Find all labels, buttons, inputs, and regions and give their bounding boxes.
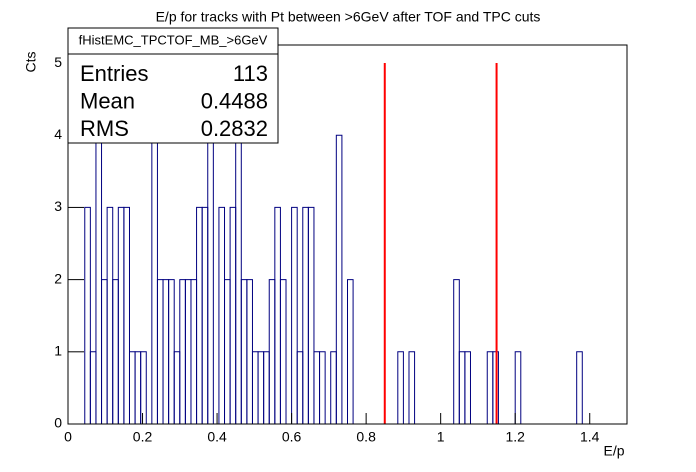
y-tick-label: 1 <box>54 343 62 359</box>
stats-label: Mean <box>80 88 135 113</box>
histogram-bin <box>84 206 91 424</box>
histogram-bin <box>140 351 147 424</box>
y-tick-label: 4 <box>54 126 62 142</box>
x-tick-label: 1.2 <box>505 429 525 445</box>
histogram-bin <box>408 351 416 424</box>
stats-label: RMS <box>80 116 129 141</box>
stats-value: 0.4488 <box>201 88 268 113</box>
histogram-bin <box>291 206 298 424</box>
x-tick-label: 0.6 <box>282 429 302 445</box>
histogram-bin <box>397 351 404 424</box>
x-tick-label: 0 <box>64 429 72 445</box>
histogram-bin <box>464 351 471 424</box>
histogram-bin <box>347 279 354 424</box>
y-tick-label: 3 <box>54 198 62 214</box>
histogram-bin <box>319 351 326 424</box>
stats-name: fHistEMC_TPCTOF_MB_>6GeV <box>79 32 268 47</box>
chart-title: E/p for tracks with Pt between >6GeV aft… <box>156 9 541 25</box>
stats-box <box>67 27 279 144</box>
y-tick-label: 2 <box>54 270 62 286</box>
x-tick-label: 1.4 <box>580 429 600 445</box>
x-tick-label: 0.2 <box>133 429 153 445</box>
y-axis-label: Cts <box>23 52 39 73</box>
stats-value: 113 <box>233 61 268 86</box>
histogram-bin <box>307 206 315 424</box>
plot-frame <box>67 44 628 425</box>
x-tick-label: 0.4 <box>207 429 227 445</box>
histogram-bin <box>335 134 343 424</box>
stats-value: 0.2832 <box>201 116 268 141</box>
y-tick-label: 0 <box>54 415 62 431</box>
x-axis-label: E/p <box>603 443 624 459</box>
y-tick-label: 5 <box>54 54 62 70</box>
histogram-bin <box>576 351 583 424</box>
x-tick-label: 0.8 <box>356 429 376 445</box>
histogram-bin <box>123 206 130 424</box>
stats-label: Entries <box>80 61 148 86</box>
histogram-bin <box>514 351 522 424</box>
x-tick-label: 1 <box>437 429 445 445</box>
histogram-bin <box>279 279 287 424</box>
